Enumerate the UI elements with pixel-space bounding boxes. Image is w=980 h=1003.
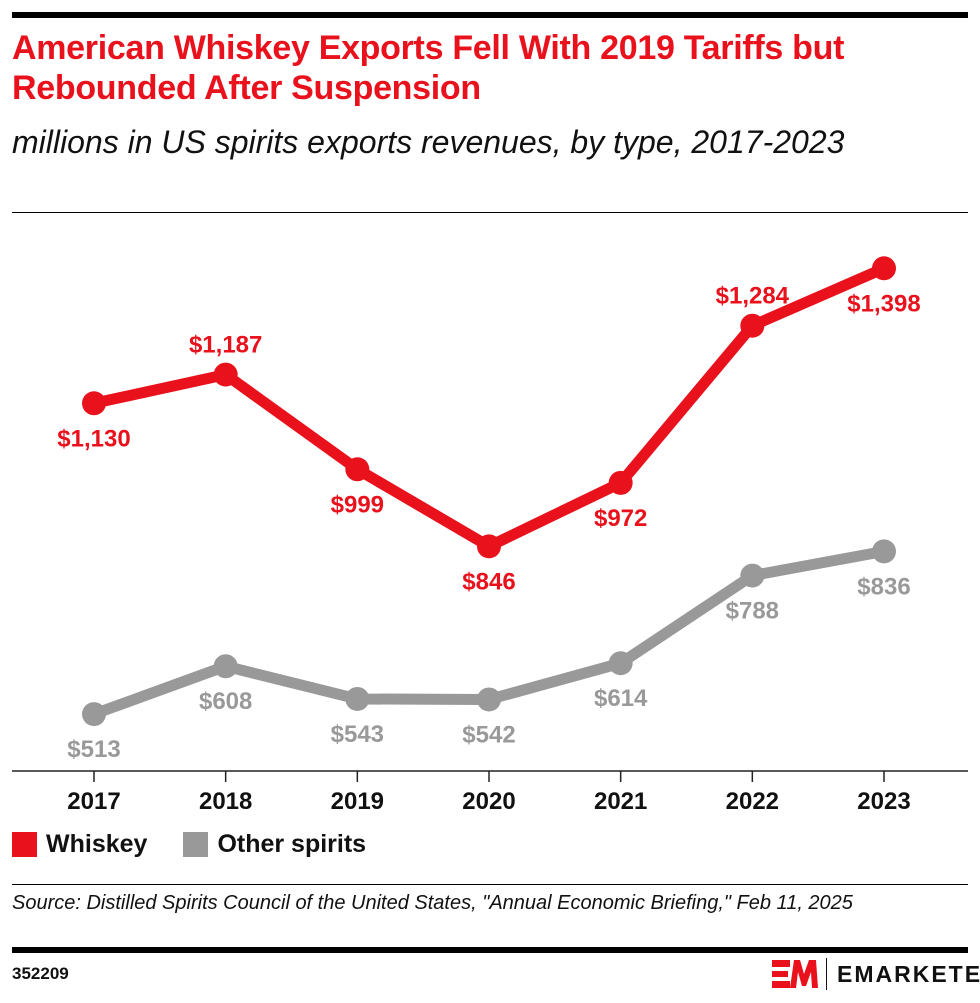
bottom-bar [12,947,968,953]
data-label: $846 [462,568,515,595]
data-point [213,654,238,679]
x-tick-label: 2023 [857,788,910,815]
data-label: $614 [594,685,648,712]
data-point [740,563,765,588]
data-label: $513 [67,736,120,763]
legend-swatch-other [183,832,209,857]
data-point [872,256,896,281]
x-tick-label: 2022 [726,788,779,815]
data-label: $543 [331,721,384,748]
data-point [213,362,238,387]
data-point [345,457,370,482]
data-point [872,539,896,564]
legend-item-other-spirits: Other spirits [183,830,366,859]
legend-label: Other spirits [217,830,367,858]
data-label: $836 [857,573,910,600]
legend-label: Whiskey [46,830,148,858]
logo-separator [826,958,827,990]
data-point [477,687,501,712]
source-note: Source: Distilled Spirits Council of the… [12,892,853,914]
legend-item-whiskey: Whiskey [12,830,147,859]
data-label: $972 [594,505,647,532]
x-tick-label: 2017 [67,788,120,815]
series-line-whiskey [88,262,890,552]
data-point [608,651,633,676]
x-tick-label: 2019 [331,788,384,815]
x-tick-label: 2018 [199,788,252,815]
data-label: $788 [726,598,779,625]
emarketer-logo: EMARKETER [772,958,980,990]
divider [12,884,968,885]
x-tick-label: 2021 [594,788,647,815]
divider [12,212,968,213]
x-tick-label: 2020 [462,788,515,815]
chart-subtitle: millions in US spirits exports revenues,… [12,124,845,160]
data-label: $608 [199,688,252,715]
data-point [477,534,501,559]
data-point [82,391,106,416]
line-chart: 2017 2018 2019 2020 2021 2022 2023 $1,130 $1,187… [12,256,968,815]
legend-swatch-whiskey [12,832,37,857]
legend: Whiskey Other spirits [12,830,402,859]
brand-name: EMARKETER [837,960,980,987]
data-label: $1,130 [57,425,130,452]
data-label: $1,398 [847,290,920,317]
data-point [82,702,106,727]
data-point [740,313,765,338]
em-logo-icon [772,960,818,988]
data-point [345,686,370,711]
top-bar [12,12,968,18]
data-label: $542 [462,721,515,748]
data-label: $1,187 [189,332,262,359]
data-label: $999 [331,491,384,518]
data-label: $1,284 [716,283,790,310]
data-point [608,470,633,495]
chart-id: 352209 [12,964,69,983]
chart-title: American Whiskey Exports Fell With 2019 … [12,29,845,107]
